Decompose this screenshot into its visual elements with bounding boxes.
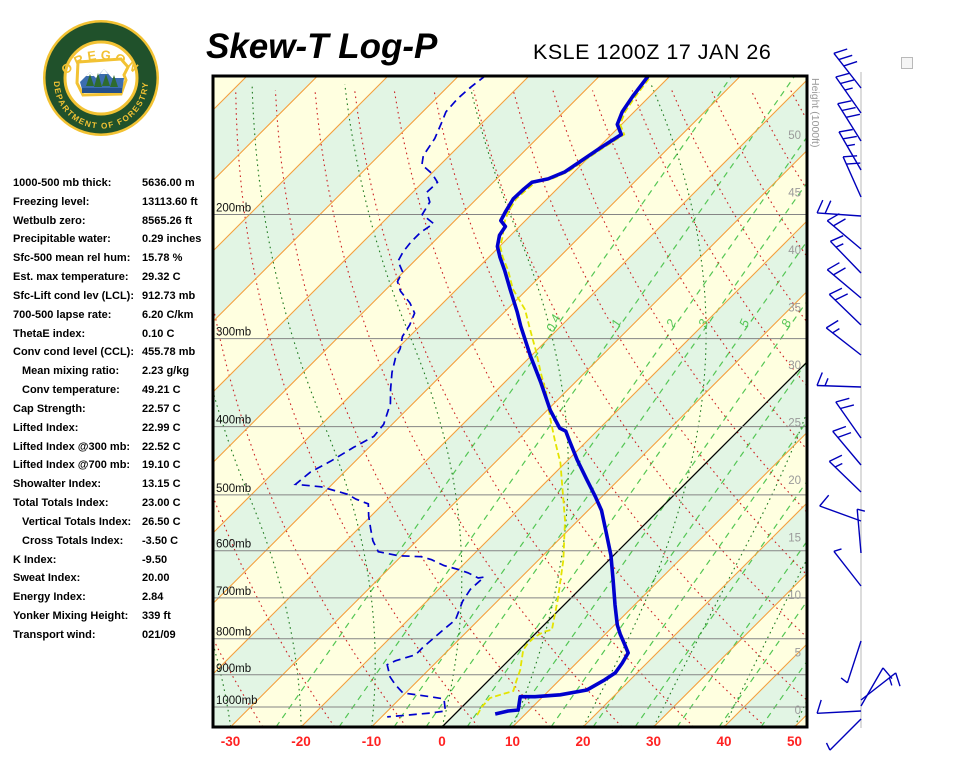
height-label: 15 (788, 533, 801, 545)
x-axis-label: -20 (291, 734, 311, 749)
pressure-label: 700mb (216, 586, 251, 598)
height-label: 40 (788, 245, 801, 257)
height-label: 45 (788, 188, 801, 200)
wind-barb-icon (843, 156, 861, 197)
wind-barb-icon (817, 373, 861, 388)
pressure-label: 300mb (216, 327, 251, 339)
wind-barb-icon (820, 495, 861, 521)
height-label: 20 (788, 475, 801, 487)
x-axis-label: 50 (787, 734, 802, 749)
wind-barb-icon (841, 641, 861, 683)
wind-barb-icon (836, 398, 861, 438)
height-label: 35 (788, 303, 801, 315)
pressure-label: 1000mb (216, 695, 258, 707)
height-label: 5 (795, 648, 801, 660)
pressure-label: 800mb (216, 627, 251, 639)
x-axis-label: -10 (362, 734, 382, 749)
height-label: 10 (788, 590, 801, 602)
height-label: 30 (788, 360, 801, 372)
wind-barb-icon (861, 668, 892, 706)
corner-marker (901, 57, 913, 69)
x-axis-label: 30 (646, 734, 661, 749)
x-axis-label: 0 (438, 734, 446, 749)
wind-barb-icon (826, 321, 861, 356)
pressure-label: 600mb (216, 539, 251, 551)
x-axis-label: 40 (716, 734, 731, 749)
wind-barb-icon (829, 455, 861, 492)
x-axis-label: 10 (505, 734, 520, 749)
height-label: 25 (788, 418, 801, 430)
pressure-label: 500mb (216, 483, 251, 495)
wind-barb-icon (830, 236, 861, 273)
wind-barb-icon (827, 719, 862, 750)
pressure-label: 900mb (216, 663, 251, 675)
height-axis-title: Height (1000ft) (809, 78, 821, 147)
x-axis-label: 20 (575, 734, 590, 749)
x-axis-label: -30 (221, 734, 241, 749)
wind-barb-icon (834, 549, 861, 586)
pressure-label: 200mb (216, 203, 251, 215)
height-label: 50 (788, 130, 801, 142)
pressure-label: 400mb (216, 415, 251, 427)
wind-barb-icon (817, 700, 861, 713)
wind-barbs (817, 49, 900, 750)
height-label: 0 (795, 705, 801, 717)
